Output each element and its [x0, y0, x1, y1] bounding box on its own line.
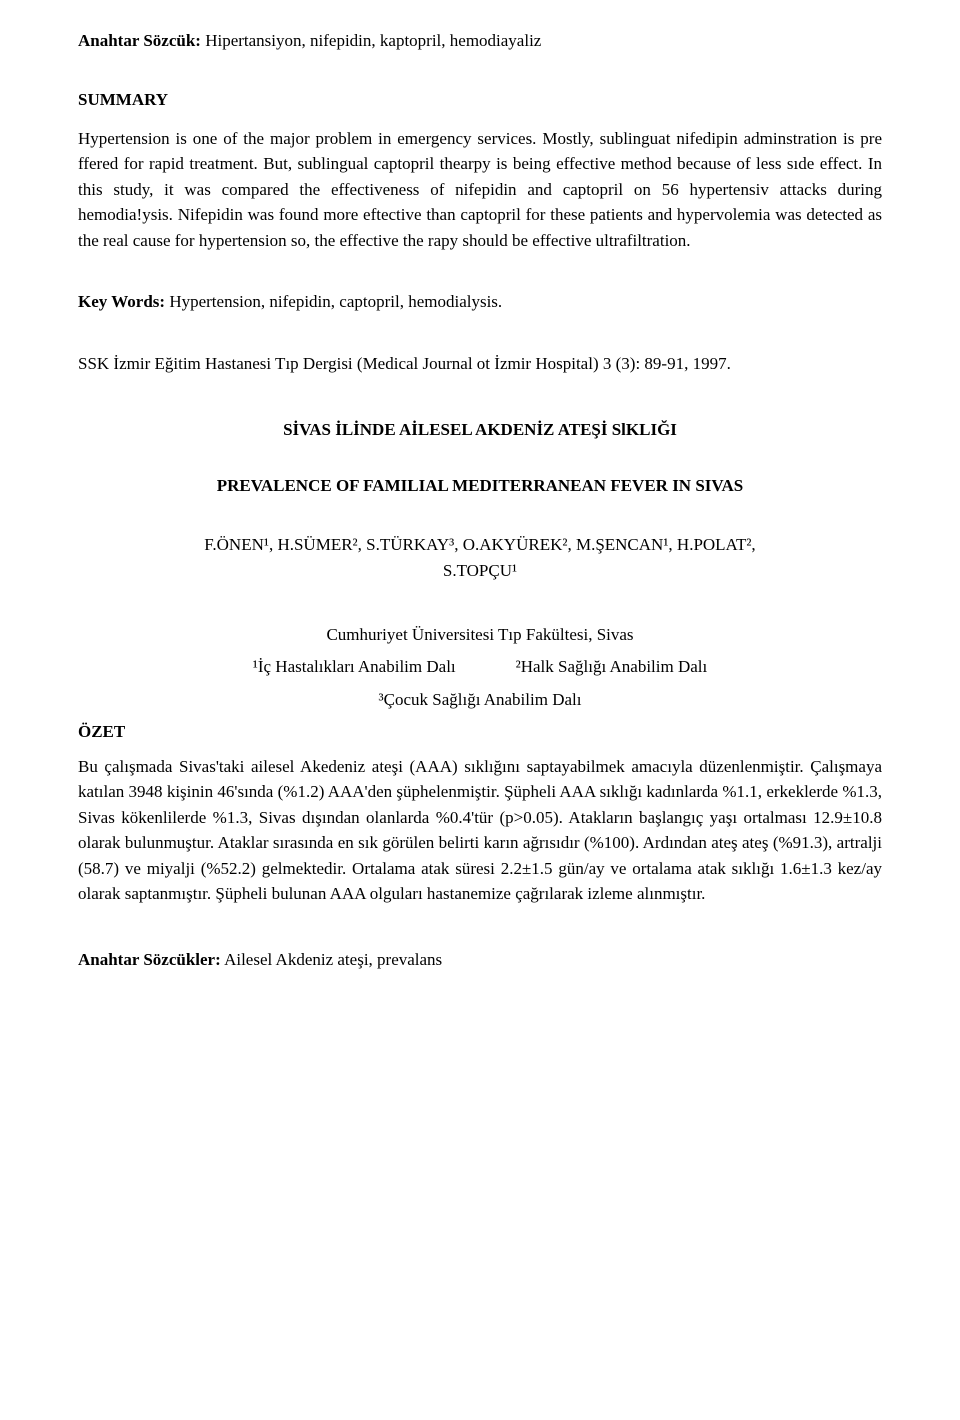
key-words-text: Hypertension, nifepidin, captopril, hemo…	[165, 292, 502, 311]
affiliations-block: Cumhuriyet Üniversitesi Tıp Fakültesi, S…	[78, 619, 882, 716]
summary-heading: SUMMARY	[78, 90, 882, 110]
anahtar2-text: Ailesel Akdeniz ateşi, prevalans	[221, 950, 442, 969]
dept-2: ²Halk Sağlığı Anabilim Dalı	[516, 651, 708, 683]
authors-line-2: S.TOPÇU¹	[78, 558, 882, 584]
dept-1: ¹İç Hastalıkları Anabilim Dalı	[253, 651, 456, 683]
affiliation-main: Cumhuriyet Üniversitesi Tıp Fakültesi, S…	[78, 619, 882, 651]
anahtar-text: Hipertansiyon, nifepidin, kaptopril, hem…	[201, 31, 541, 50]
ozet-body: Bu çalışmada Sivas'taki ailesel Akedeniz…	[78, 754, 882, 907]
article-title: SİVAS İLİNDE AİLESEL AKDENİZ ATEŞİ SlKLI…	[78, 420, 882, 440]
anahtar-label: Anahtar Sözcük:	[78, 31, 201, 50]
key-words-label: Key Words:	[78, 292, 165, 311]
key-words-line: Key Words: Hypertension, nifepidin, capt…	[78, 289, 882, 315]
dept-line-1: ¹İç Hastalıkları Anabilim Dalı ²Halk Sağ…	[78, 651, 882, 683]
article-subtitle: PREVALENCE OF FAMILIAL MEDITERRANEAN FEV…	[78, 476, 882, 496]
authors-line-1: F.ÖNEN¹, H.SÜMER², S.TÜRKAY³, O.AKYÜREK²…	[78, 532, 882, 558]
anahtar2-label: Anahtar Sözcükler:	[78, 950, 221, 969]
summary-body: Hypertension is one of the major problem…	[78, 126, 882, 254]
dept-3: ³Çocuk Sağlığı Anabilim Dalı	[78, 684, 882, 716]
authors-block: F.ÖNEN¹, H.SÜMER², S.TÜRKAY³, O.AKYÜREK²…	[78, 532, 882, 583]
anahtar-sozcuk-line: Anahtar Sözcük: Hipertansiyon, nifepidin…	[78, 28, 882, 54]
anahtar-sozcukler-line: Anahtar Sözcükler: Ailesel Akdeniz ateşi…	[78, 947, 882, 973]
ozet-heading: ÖZET	[78, 722, 882, 742]
citation-text: SSK İzmir Eğitim Hastanesi Tıp Dergisi (…	[78, 351, 882, 377]
